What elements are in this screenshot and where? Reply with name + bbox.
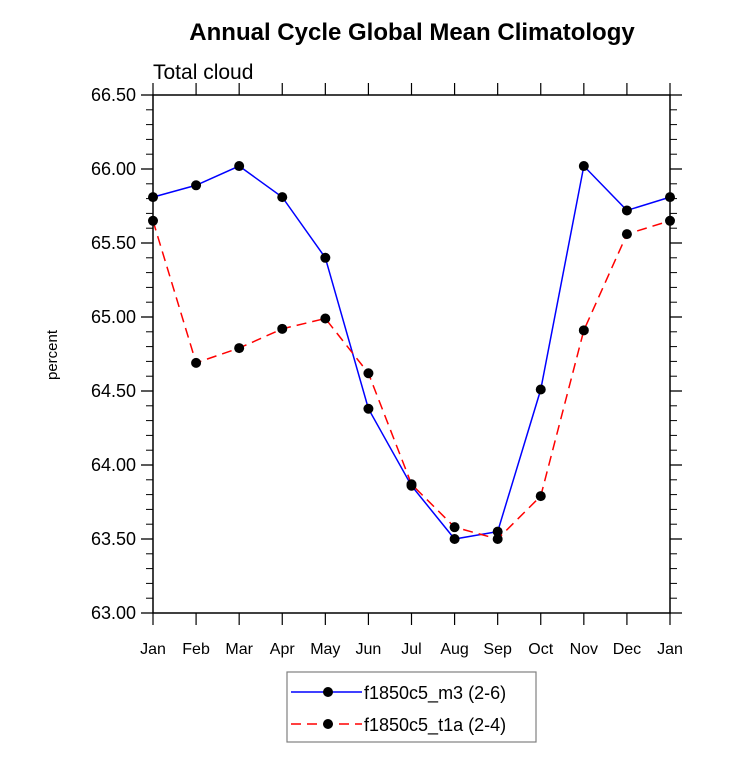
x-tick-label: Jul (401, 641, 421, 658)
legend-box (286, 671, 537, 743)
data-point (535, 384, 546, 395)
legend-label: f1850c5_m3 (2-6) (364, 683, 506, 704)
data-point (578, 325, 589, 336)
x-tick-labels: Jan Feb Mar Apr May Jun Jul Aug Sep Oct Nov Dec Jan (140, 641, 683, 658)
data-point (234, 161, 245, 172)
y-tick-label: 64.00 (91, 455, 136, 475)
legend-item: f1850c5_m3 (2-6) (291, 683, 506, 704)
y-axis-label: percent (44, 329, 61, 380)
data-point (320, 313, 331, 324)
x-tick-label: Sep (483, 641, 512, 658)
legend-item: f1850c5_t1a (2-4) (291, 715, 506, 736)
y-tick-label: 64.50 (91, 381, 136, 401)
y-tick-label: 63.00 (91, 603, 136, 623)
legend-marker (323, 719, 333, 729)
legend-marker (323, 687, 333, 697)
plot-frame (152, 94, 671, 614)
legend-label: f1850c5_t1a (2-4) (364, 715, 506, 736)
x-tick-label: Apr (270, 641, 296, 658)
data-point (449, 534, 460, 544)
y-tick-label: 65.00 (91, 307, 136, 327)
data-point (234, 343, 245, 354)
series-2 (148, 215, 675, 544)
data-point (578, 161, 589, 172)
data-point (621, 229, 632, 240)
data-point (320, 252, 331, 263)
chart-title: Annual Cycle Global Mean Climatology (189, 19, 635, 46)
x-tick-label: Dec (613, 641, 641, 658)
y-tick-label: 66.00 (91, 159, 136, 179)
chart-subtitle: Total cloud (153, 61, 253, 84)
data-point (406, 479, 417, 490)
data-point (191, 357, 202, 368)
x-tick-label: Jan (140, 641, 166, 658)
series-group (148, 161, 675, 544)
data-point (621, 205, 632, 216)
series-line (152, 220, 671, 540)
data-point (191, 180, 202, 191)
axis-ticks (141, 83, 682, 625)
x-tick-label: Jan (657, 641, 683, 658)
y-tick-labels: 63.00 63.50 64.00 64.50 65.00 65.50 66.00 66.50 (91, 85, 136, 623)
data-point (363, 368, 374, 379)
data-point (492, 526, 503, 537)
y-tick-label: 65.50 (91, 233, 136, 253)
data-point (535, 491, 546, 502)
data-point (277, 192, 288, 203)
x-tick-label: Nov (570, 641, 598, 658)
x-tick-label: May (310, 641, 340, 658)
data-point (449, 522, 460, 533)
data-point (363, 403, 374, 414)
x-tick-label: Mar (225, 641, 253, 658)
y-tick-label: 63.50 (91, 529, 136, 549)
x-tick-label: Oct (528, 641, 553, 658)
y-tick-label: 66.50 (91, 85, 136, 105)
x-tick-label: Aug (440, 641, 468, 658)
x-tick-label: Feb (182, 641, 210, 658)
legend: f1850c5_m3 (2-6) f1850c5_t1a (2-4) (286, 671, 537, 743)
data-point (277, 323, 288, 334)
data-point (492, 534, 503, 544)
x-tick-label: Jun (356, 641, 382, 658)
